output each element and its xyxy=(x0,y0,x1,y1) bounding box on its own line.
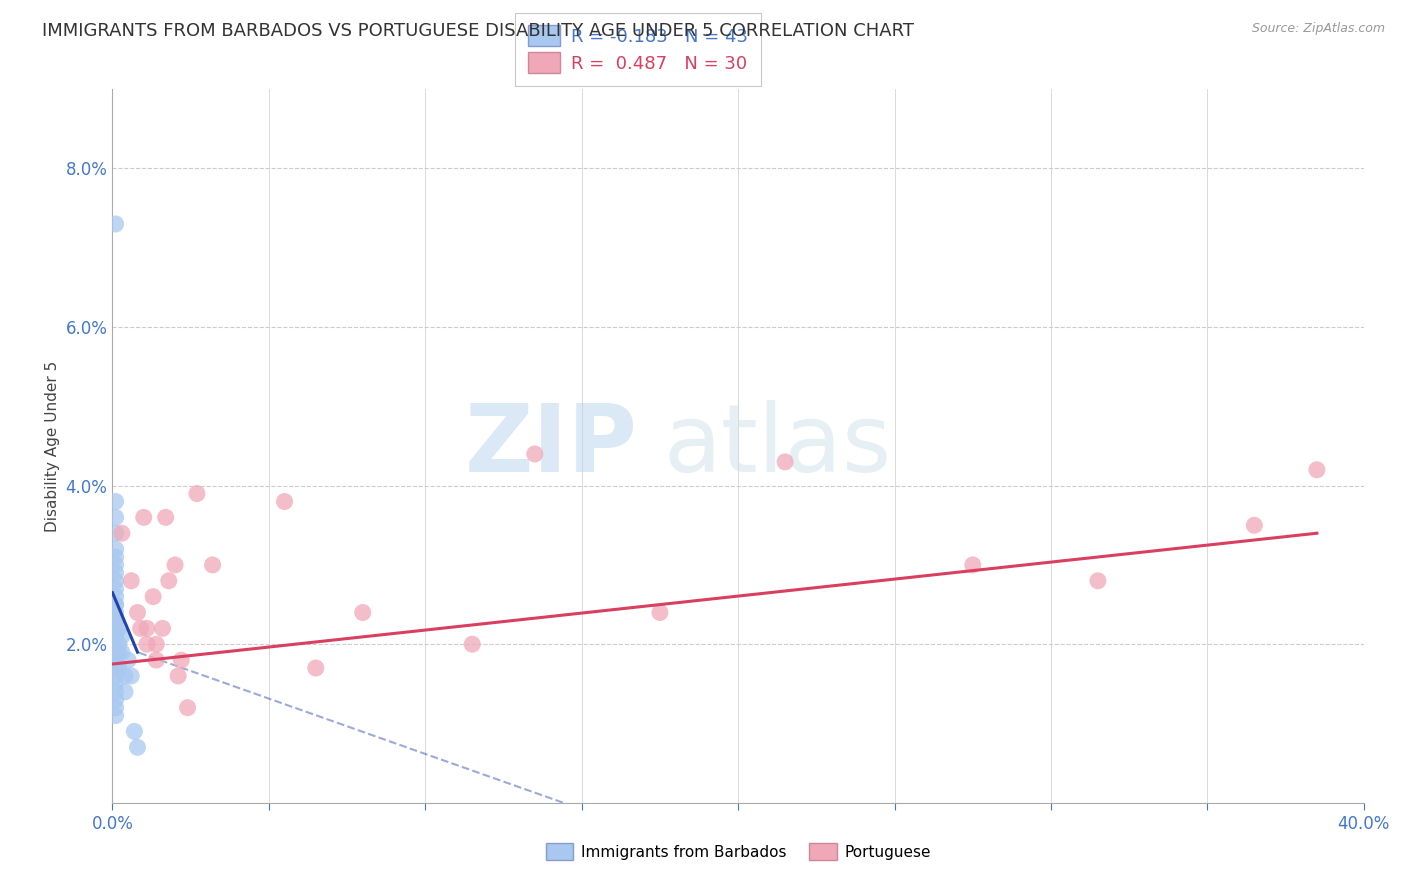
Point xyxy=(117,653,139,667)
Point xyxy=(157,574,180,588)
Point xyxy=(120,574,142,588)
Point xyxy=(129,621,152,635)
Point xyxy=(1243,518,1265,533)
Point xyxy=(104,685,127,699)
Point xyxy=(124,724,146,739)
Point xyxy=(1306,463,1329,477)
Point xyxy=(104,700,127,714)
Point xyxy=(104,510,127,524)
Text: ZIP: ZIP xyxy=(465,400,638,492)
Point xyxy=(104,653,127,667)
Point xyxy=(142,590,165,604)
Point xyxy=(145,637,167,651)
Point xyxy=(104,645,127,659)
Point xyxy=(107,621,129,635)
Point xyxy=(104,637,127,651)
Point xyxy=(127,606,149,620)
Point xyxy=(104,542,127,557)
Point xyxy=(104,645,127,659)
Point xyxy=(186,486,208,500)
Point xyxy=(104,606,127,620)
Point xyxy=(135,637,157,651)
Point xyxy=(773,455,796,469)
Point xyxy=(111,526,134,541)
Point xyxy=(170,653,193,667)
Point xyxy=(461,637,484,651)
Point xyxy=(135,621,157,635)
Legend: Immigrants from Barbados, Portuguese: Immigrants from Barbados, Portuguese xyxy=(540,837,936,866)
Point xyxy=(114,669,136,683)
Point xyxy=(273,494,295,508)
Point xyxy=(127,740,149,755)
Point xyxy=(648,606,671,620)
Point xyxy=(104,590,127,604)
Point xyxy=(201,558,224,572)
Point xyxy=(111,629,134,643)
Point xyxy=(104,217,127,231)
Point xyxy=(107,661,129,675)
Point xyxy=(114,685,136,699)
Point xyxy=(104,549,127,564)
Point xyxy=(104,494,127,508)
Point xyxy=(104,614,127,628)
Point xyxy=(152,621,174,635)
Text: Source: ZipAtlas.com: Source: ZipAtlas.com xyxy=(1251,22,1385,36)
Point xyxy=(104,558,127,572)
Point xyxy=(104,566,127,580)
Point xyxy=(104,692,127,706)
Point xyxy=(523,447,546,461)
Point xyxy=(305,661,328,675)
Point xyxy=(104,629,127,643)
Point xyxy=(107,645,129,659)
Point xyxy=(176,700,198,714)
Point xyxy=(104,574,127,588)
Point xyxy=(104,629,127,643)
Point xyxy=(104,598,127,612)
Text: atlas: atlas xyxy=(664,400,891,492)
Point xyxy=(111,645,134,659)
Point xyxy=(352,606,374,620)
Point xyxy=(104,669,127,683)
Point xyxy=(104,677,127,691)
Point xyxy=(132,510,155,524)
Text: IMMIGRANTS FROM BARBADOS VS PORTUGUESE DISABILITY AGE UNDER 5 CORRELATION CHART: IMMIGRANTS FROM BARBADOS VS PORTUGUESE D… xyxy=(42,22,914,40)
Point xyxy=(163,558,186,572)
Y-axis label: Disability Age Under 5: Disability Age Under 5 xyxy=(45,360,60,532)
Point xyxy=(962,558,984,572)
Point xyxy=(104,614,127,628)
Point xyxy=(104,661,127,675)
Point xyxy=(104,526,127,541)
Point xyxy=(104,621,127,635)
Point xyxy=(167,669,190,683)
Point xyxy=(1087,574,1109,588)
Point xyxy=(145,653,167,667)
Point xyxy=(104,582,127,596)
Point xyxy=(104,708,127,723)
Point xyxy=(155,510,177,524)
Point xyxy=(107,637,129,651)
Point xyxy=(104,637,127,651)
Point xyxy=(104,598,127,612)
Point xyxy=(120,669,142,683)
